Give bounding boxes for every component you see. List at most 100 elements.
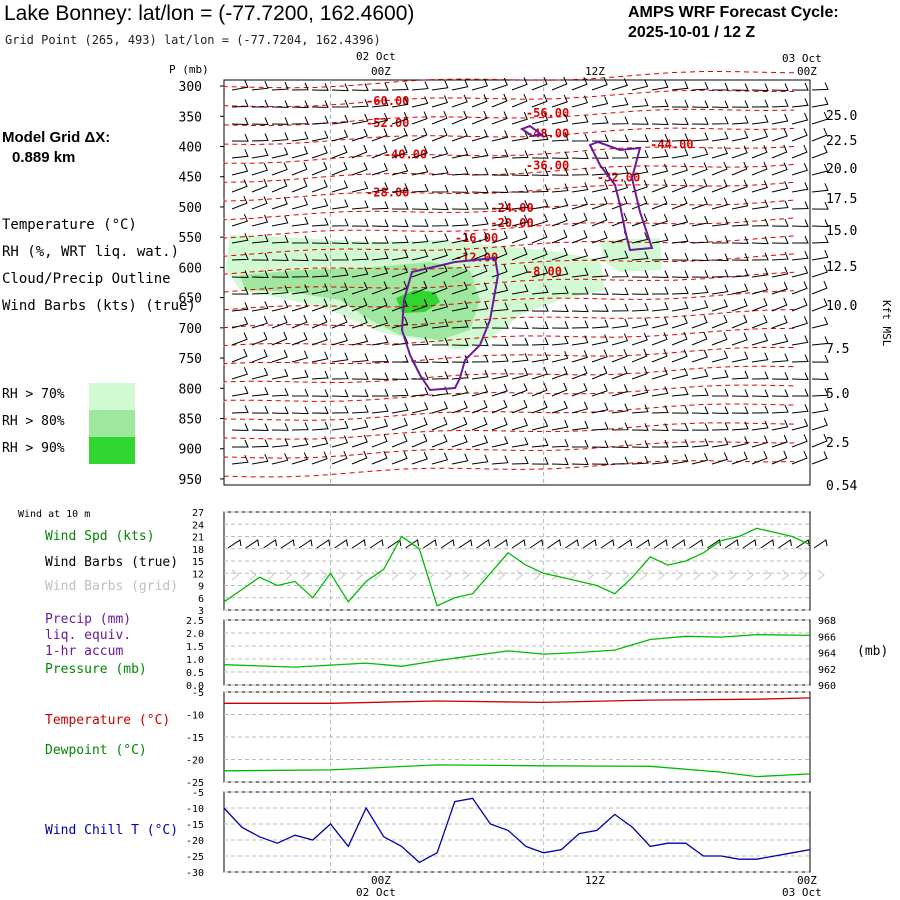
wind-barb [531,150,549,159]
wind-barb [311,179,328,193]
wind-barb [751,451,768,465]
wind-barb [571,335,589,346]
top-date-left: 02 Oct [356,50,396,63]
wind-barb [491,130,509,142]
wind-barb [331,129,349,142]
wind-barb [531,285,549,295]
wind-barb [811,417,828,431]
wind-barb [631,348,648,363]
wind-barb [531,337,549,346]
wind-barb [791,450,808,465]
wind-barb [671,315,688,329]
sfc-wind-barb [529,539,544,549]
wind-barb [391,219,409,228]
wind-barb [731,217,749,227]
wind-barb [451,319,469,329]
wind-barb [591,268,609,278]
wind-barb [811,235,829,244]
wind-barb [411,234,429,244]
temperature-line [224,697,811,704]
wind-barb [671,301,689,312]
grid-wind-barb [302,569,310,581]
wind-barb [391,97,409,108]
wind-barb [771,389,789,397]
wind-barb [391,451,408,465]
temp-panel-ytick-2: -15 [186,733,204,744]
wind-barb [651,423,669,432]
wind-speed-line [223,527,811,607]
precip-legend-2: liq. equiv. [45,628,132,643]
sfc-wind-barb [440,539,455,549]
wind-barb [711,216,729,227]
wind-barb [771,162,788,176]
pressure-panel-ytick-5: 0.0 [186,681,204,692]
grid-wind-barb [267,569,275,581]
pressure-panel-ytick-4: 0.5 [186,668,204,679]
cloud-outline-2 [588,140,654,252]
pressure-tick-label-350: 350 [179,110,202,125]
wind-barb [471,167,489,176]
temp-panel-ytick-1: -10 [186,711,204,722]
wind-barb [791,219,809,228]
wind-barb [351,434,368,448]
wind-barb [491,321,509,329]
wind-barb [371,450,388,465]
isotherm-line [223,309,795,329]
wind-barb [351,144,368,159]
wind-barb [431,128,448,142]
isotherm-line [223,346,795,366]
wind-barb [391,403,409,414]
wind-barb [411,164,429,176]
grid-wind-barb [480,569,488,581]
wind-barb [351,372,369,380]
wind-barb [551,183,569,193]
wind-barb [371,297,388,312]
wind-barb [351,389,369,397]
wind-barb [351,297,368,312]
wind-barb [431,146,449,159]
wind-barb [771,181,789,193]
kft-axis-label: Kft MSL [880,300,893,347]
wind-barb [251,117,269,126]
cloud-outline-3 [519,124,545,138]
wind-barb [771,281,788,295]
wind-barb [792,388,809,397]
wind-barb [311,268,329,278]
wind-barb [331,298,348,312]
wind-barb [391,201,409,210]
legend-wind-barbs: Wind Barbs (kts) (true) [2,298,196,314]
wind-barb [471,417,488,431]
wind-barb [551,247,568,261]
wind-barb [511,367,529,380]
wind-barb [311,83,329,91]
wind-barb [711,269,729,278]
wind-barb [491,111,508,125]
wind-barb [731,406,749,414]
wind-barb [231,195,248,210]
grid-wind-barb [373,569,381,581]
wind-barb [631,134,649,143]
wind-barb [331,145,348,159]
wind-barb [391,235,409,244]
wind-barb [431,80,449,91]
wind-barb [751,236,769,245]
wind-barb [251,214,269,227]
wind-barb [271,132,289,142]
kft-tick-label-10: 0.54 [826,479,857,494]
forecast-cycle-line2: 2025-10-01 / 12 Z [628,24,756,41]
wind-barb [291,388,309,397]
wind-barb [251,316,268,329]
wind-barb [391,417,408,431]
cross-section-frame [223,79,811,486]
precip-legend-3: 1-hr accum [45,644,124,659]
grid-wind-barb [391,569,399,581]
wind-barb [571,95,589,108]
grid-wind-barb [444,569,452,581]
wind-barb [571,167,589,176]
wind-barb [331,218,349,227]
wind-barb [671,405,689,414]
wind-barb [431,416,448,431]
wind-barb [751,199,769,210]
wind-barb [491,368,509,380]
wind-barb [611,403,629,414]
